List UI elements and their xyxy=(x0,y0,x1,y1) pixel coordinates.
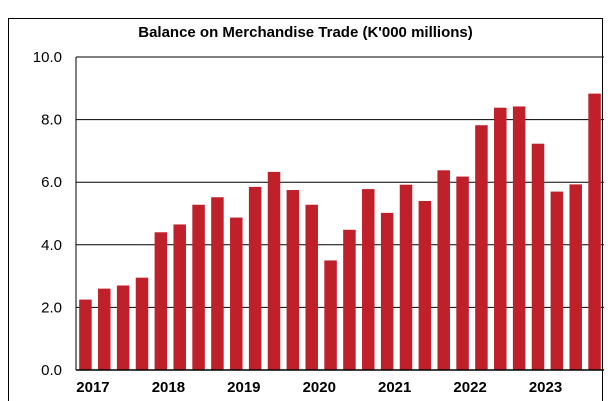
x-tick-label: 2019 xyxy=(227,379,260,396)
bar xyxy=(135,277,149,370)
bar xyxy=(79,299,92,370)
bar xyxy=(230,217,243,370)
y-tick-label: 0.0 xyxy=(41,362,62,379)
bar xyxy=(550,191,564,370)
x-tick-label: 2017 xyxy=(76,379,109,396)
y-tick-label: 4.0 xyxy=(41,237,62,254)
bar xyxy=(267,171,281,370)
chart-title: Balance on Merchandise Trade (K'000 mill… xyxy=(138,24,473,41)
bar xyxy=(475,125,488,370)
bar xyxy=(324,260,337,370)
bar xyxy=(343,229,356,370)
bar xyxy=(362,189,375,370)
bar xyxy=(494,107,507,371)
bar xyxy=(154,232,168,370)
bar xyxy=(380,212,394,370)
bar xyxy=(192,204,205,370)
x-tick-label: 2021 xyxy=(378,379,411,396)
bar xyxy=(588,93,601,370)
x-tick-label: 2018 xyxy=(152,379,185,396)
bar xyxy=(399,184,413,370)
bar xyxy=(248,186,262,370)
x-tick-label: 2022 xyxy=(453,379,486,396)
y-tick-label: 8.0 xyxy=(41,112,62,129)
bar xyxy=(569,184,582,370)
bar xyxy=(173,224,186,370)
x-tick-label: 2023 xyxy=(529,379,562,396)
y-tick-label: 6.0 xyxy=(41,174,62,191)
bar xyxy=(116,285,130,370)
y-tick-label: 2.0 xyxy=(41,299,62,316)
bar xyxy=(418,200,432,370)
bar xyxy=(305,204,318,370)
bar xyxy=(531,143,545,370)
x-tick-label: 2020 xyxy=(303,379,336,396)
bar xyxy=(211,197,224,370)
bar xyxy=(437,170,450,370)
y-tick-label: 10.0 xyxy=(33,49,62,66)
bar xyxy=(456,176,469,370)
bar xyxy=(286,190,300,370)
bar xyxy=(98,288,111,370)
bar xyxy=(512,106,526,370)
